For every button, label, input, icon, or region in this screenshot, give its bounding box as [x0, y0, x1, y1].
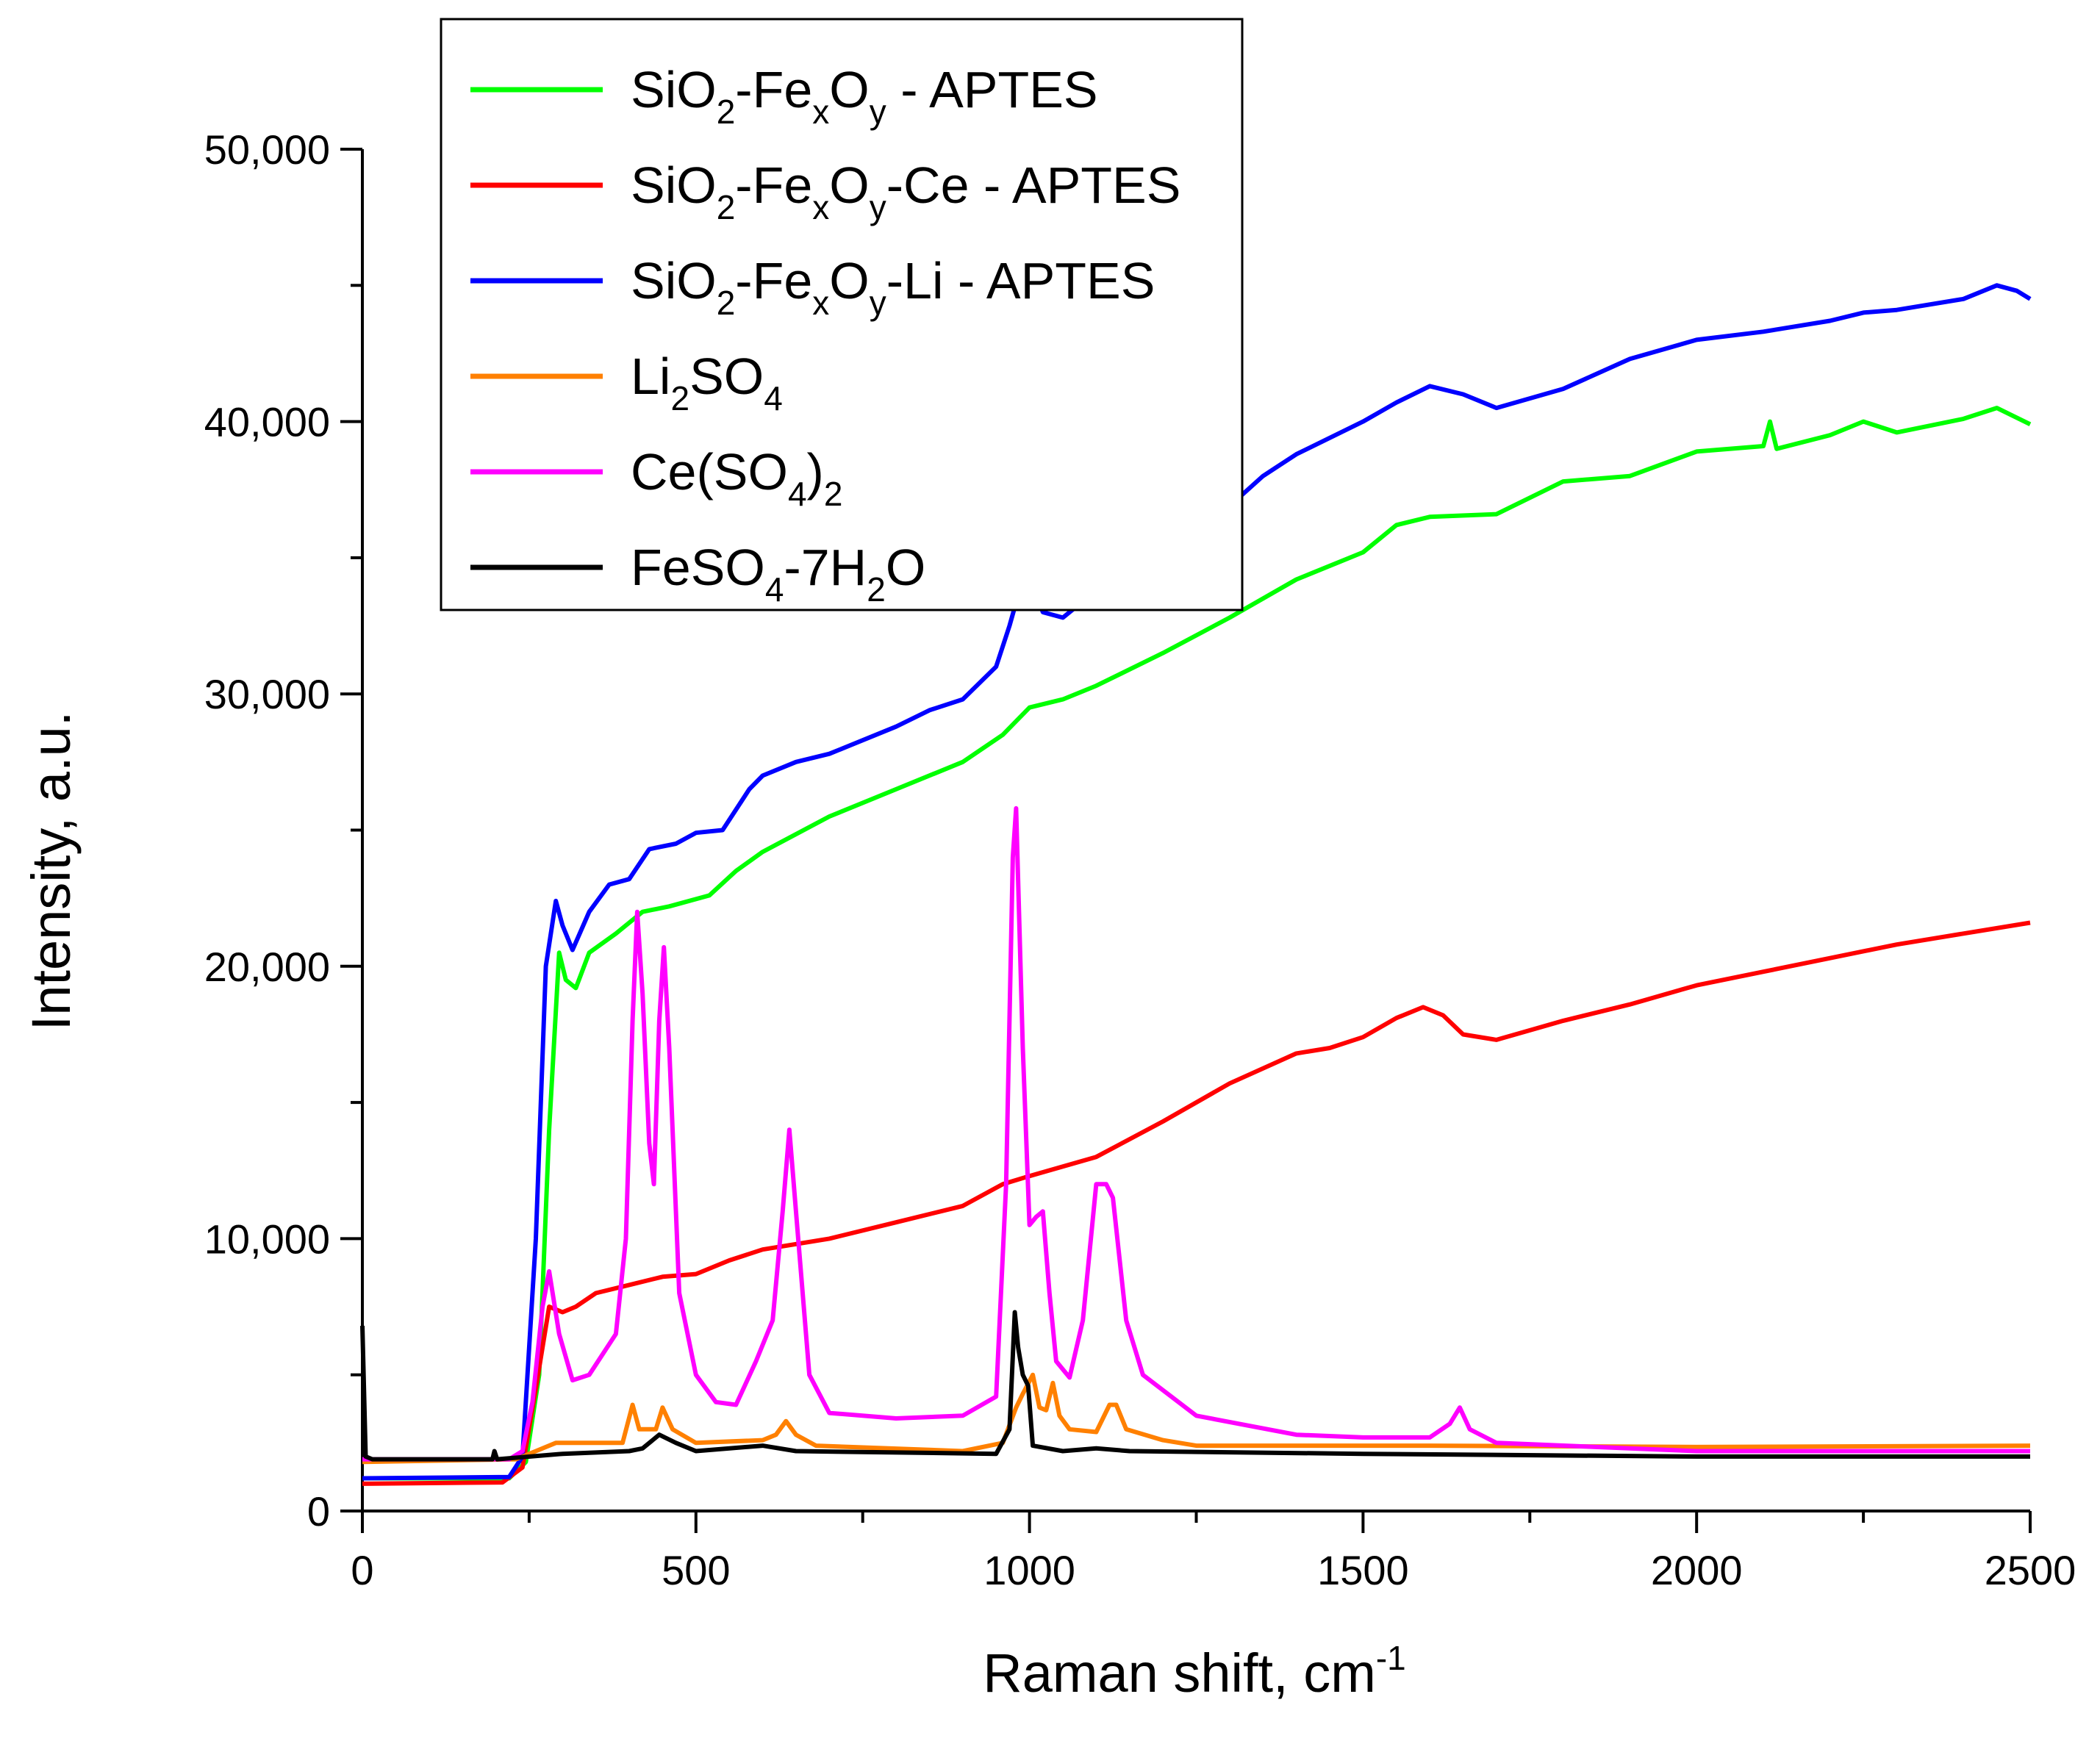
x-tick-label: 2500: [1985, 1547, 2076, 1593]
x-axis-title-text: Raman shift, cm: [983, 1643, 1376, 1704]
series-line-feso4-7h2o: [360, 1310, 2030, 1462]
y-tick-label: 0: [307, 1488, 330, 1535]
x-tick-label: 0: [351, 1547, 373, 1593]
x-axis-title: Raman shift, cm-1: [983, 1639, 1406, 1704]
series-line-sio2-fexoy-ce-aptes: [362, 920, 2031, 1486]
y-tick-label: 10,000: [204, 1216, 330, 1262]
y-tick-label: 20,000: [204, 944, 330, 990]
y-axis-title: Intensity, a.u.: [21, 711, 82, 1031]
x-tick-label: 1500: [1317, 1547, 1409, 1593]
x-tick-label: 500: [662, 1547, 730, 1593]
legend-label-li2so4: Li2SO4: [631, 348, 783, 417]
legend-label-sio2-fexoy-li-aptes: SiO2-FexOy-Li - APTES: [631, 252, 1155, 322]
legend-label-sio2-fexoy-ce-aptes: SiO2-FexOy-Ce - APTES: [631, 157, 1180, 226]
y-tick-label: 40,000: [204, 399, 330, 445]
legend: SiO2-FexOy - APTES SiO2-FexOy-Ce - APTES S…: [440, 18, 1244, 611]
series-line-ce-so4-2: [362, 805, 2030, 1462]
legend-box: [440, 18, 1244, 611]
legend-label-feso4-7h2o: FeSO4-7H2O: [631, 539, 925, 609]
y-tick-label: 30,000: [204, 671, 330, 717]
x-tick-label: 2000: [1651, 1547, 1743, 1593]
x-tick-label: 1000: [983, 1547, 1075, 1593]
tick-labels: 0 10,000 20,000 30,000 40,000 50,000 0 500 1000 1…: [204, 126, 2076, 1593]
legend-label-ce-so4-2: Ce(SO4)2: [631, 443, 842, 513]
x-axis-title-superscript: -1: [1376, 1639, 1406, 1677]
axes: [340, 148, 2032, 1533]
legend-label-sio2-fexoy-aptes: SiO2-FexOy - APTES: [631, 61, 1098, 131]
series-line-sio2-fexoy-aptes: [362, 406, 2032, 1481]
y-tick-label: 50,000: [204, 126, 330, 173]
